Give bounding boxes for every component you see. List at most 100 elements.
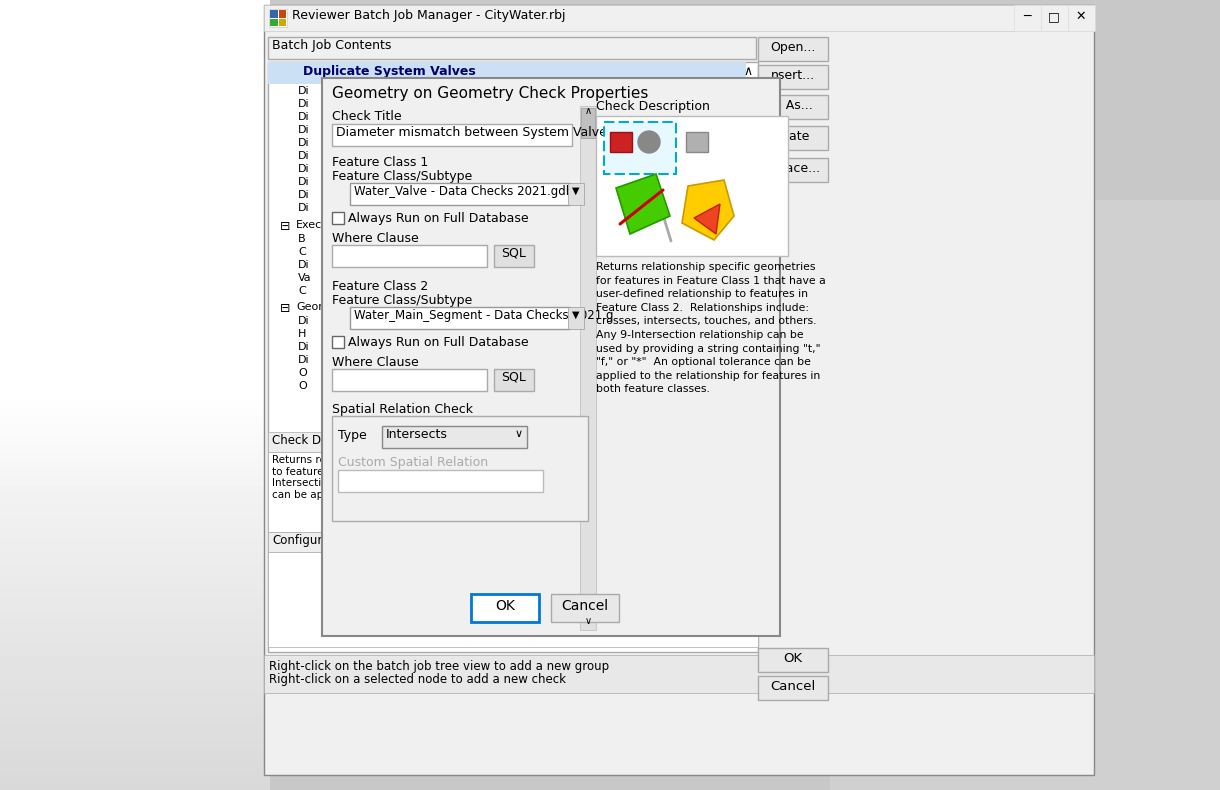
Text: Diameter mismatch between System Valve and M: Diameter mismatch between System Valve a… — [336, 126, 649, 139]
FancyBboxPatch shape — [268, 9, 287, 27]
FancyBboxPatch shape — [382, 426, 527, 448]
FancyBboxPatch shape — [471, 594, 539, 622]
FancyBboxPatch shape — [758, 158, 828, 182]
FancyBboxPatch shape — [1041, 5, 1068, 31]
Text: ─: ─ — [1024, 10, 1031, 23]
Text: Always Run on Full Database: Always Run on Full Database — [348, 212, 528, 225]
FancyBboxPatch shape — [332, 212, 344, 224]
FancyBboxPatch shape — [332, 369, 487, 391]
Text: B: B — [298, 234, 306, 244]
Text: Where Clause: Where Clause — [332, 356, 418, 369]
Text: Geom: Geom — [296, 302, 329, 312]
FancyBboxPatch shape — [610, 132, 632, 152]
FancyBboxPatch shape — [350, 183, 570, 205]
Text: lidate: lidate — [776, 130, 810, 143]
FancyBboxPatch shape — [279, 19, 285, 26]
Text: Va: Va — [298, 273, 311, 283]
Text: Where Clause: Where Clause — [332, 232, 418, 245]
Text: ∨: ∨ — [515, 429, 523, 439]
FancyBboxPatch shape — [569, 183, 584, 205]
Text: H: H — [298, 329, 306, 339]
FancyBboxPatch shape — [268, 452, 758, 532]
Text: Check De: Check De — [272, 434, 328, 447]
Text: Di: Di — [298, 151, 310, 161]
Text: Di: Di — [298, 342, 310, 352]
Text: Di: Di — [298, 190, 310, 200]
FancyBboxPatch shape — [494, 245, 534, 267]
FancyBboxPatch shape — [597, 116, 788, 256]
Text: Di: Di — [298, 260, 310, 270]
Text: SQL: SQL — [501, 247, 527, 260]
Text: Water_Main_Segment - Data Checks 2021.g: Water_Main_Segment - Data Checks 2021.g — [354, 309, 614, 322]
FancyBboxPatch shape — [332, 245, 487, 267]
FancyBboxPatch shape — [0, 0, 270, 390]
FancyBboxPatch shape — [758, 648, 828, 672]
Text: ∧: ∧ — [584, 106, 592, 116]
FancyBboxPatch shape — [1068, 5, 1096, 31]
FancyBboxPatch shape — [322, 78, 780, 636]
Text: ▼: ▼ — [572, 186, 580, 196]
Polygon shape — [694, 204, 720, 234]
Text: Right-click on the batch job tree view to add a new group: Right-click on the batch job tree view t… — [268, 660, 609, 673]
FancyBboxPatch shape — [270, 19, 278, 26]
Text: Di: Di — [298, 203, 310, 213]
Text: Di: Di — [298, 316, 310, 326]
Text: Check Title: Check Title — [332, 110, 401, 123]
Text: Execu: Execu — [296, 220, 329, 230]
Text: Di: Di — [298, 138, 310, 148]
Text: □: □ — [1048, 10, 1060, 23]
Text: Configura: Configura — [272, 534, 329, 547]
Text: Di: Di — [298, 164, 310, 174]
FancyBboxPatch shape — [332, 124, 572, 146]
Text: C: C — [298, 247, 306, 257]
FancyBboxPatch shape — [264, 5, 1094, 31]
Text: Batch Job Contents: Batch Job Contents — [272, 39, 392, 52]
FancyBboxPatch shape — [686, 132, 708, 152]
Text: OK: OK — [495, 599, 515, 613]
Text: C: C — [298, 286, 306, 296]
FancyBboxPatch shape — [264, 5, 1094, 775]
FancyBboxPatch shape — [268, 62, 745, 84]
Text: Di: Di — [298, 112, 310, 122]
FancyBboxPatch shape — [350, 307, 570, 329]
Text: ∨: ∨ — [584, 616, 592, 626]
Text: Di: Di — [298, 125, 310, 135]
Text: O: O — [298, 368, 306, 378]
FancyBboxPatch shape — [569, 307, 584, 329]
Text: Feature Class 1: Feature Class 1 — [332, 156, 428, 169]
Polygon shape — [616, 174, 670, 234]
FancyBboxPatch shape — [270, 10, 278, 18]
Text: Returns re
to features
Intersectio
can be ap: Returns re to features Intersectio can b… — [272, 455, 329, 500]
Text: Always Run on Full Database: Always Run on Full Database — [348, 336, 528, 349]
FancyBboxPatch shape — [758, 676, 828, 700]
Text: Di: Di — [298, 177, 310, 187]
Text: Feature Class 2: Feature Class 2 — [332, 280, 428, 293]
Text: Di: Di — [298, 355, 310, 365]
FancyBboxPatch shape — [268, 432, 758, 452]
Text: Cancel: Cancel — [561, 599, 609, 613]
Text: ✕: ✕ — [1076, 10, 1086, 23]
FancyBboxPatch shape — [581, 108, 595, 138]
Text: Custom Spatial Relation: Custom Spatial Relation — [338, 456, 488, 469]
FancyBboxPatch shape — [268, 552, 758, 647]
FancyBboxPatch shape — [494, 369, 534, 391]
Text: Feature Class/Subtype: Feature Class/Subtype — [332, 170, 472, 183]
FancyBboxPatch shape — [580, 106, 597, 630]
Text: OK: OK — [783, 652, 803, 665]
Text: Right-click on a selected node to add a new check: Right-click on a selected node to add a … — [268, 673, 566, 686]
FancyBboxPatch shape — [338, 470, 543, 492]
FancyBboxPatch shape — [332, 336, 344, 348]
FancyBboxPatch shape — [604, 122, 676, 174]
Text: Check Description: Check Description — [597, 100, 710, 113]
Text: Reviewer Batch Job Manager - CityWater.rbj: Reviewer Batch Job Manager - CityWater.r… — [292, 9, 566, 22]
FancyBboxPatch shape — [551, 594, 619, 622]
Text: Returns relationship specific geometries
for features in Feature Class 1 that ha: Returns relationship specific geometries… — [597, 262, 826, 394]
FancyBboxPatch shape — [268, 62, 758, 652]
Text: Di: Di — [298, 86, 310, 96]
Text: SQL: SQL — [501, 371, 527, 384]
Text: Spatial Relation Check: Spatial Relation Check — [332, 403, 473, 416]
FancyBboxPatch shape — [758, 126, 828, 150]
Text: Open...: Open... — [770, 41, 816, 54]
Text: Di: Di — [298, 99, 310, 109]
Text: kspace...: kspace... — [765, 162, 821, 175]
